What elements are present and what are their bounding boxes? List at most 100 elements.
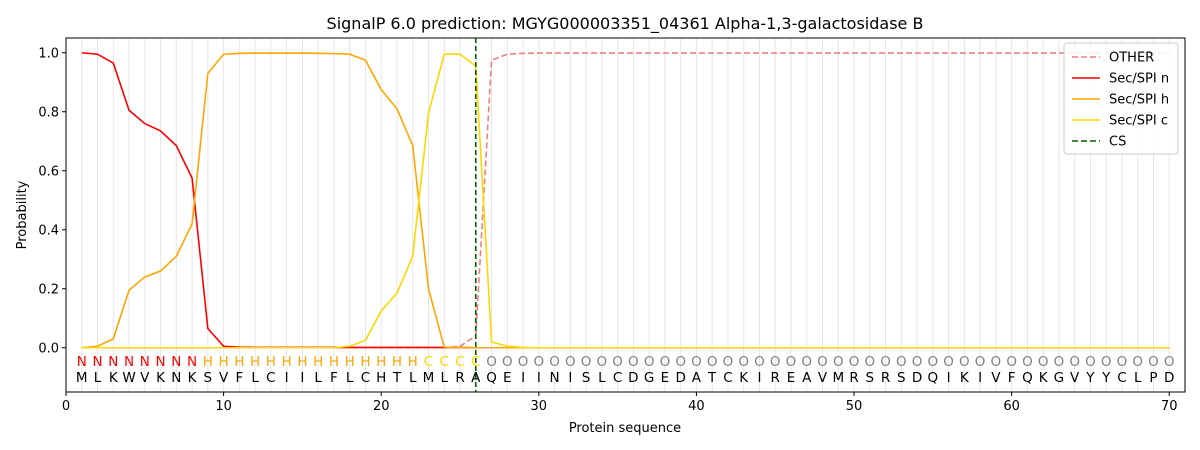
residue-label: L [314, 370, 322, 386]
legend-entry: Sec/SPI h [1109, 93, 1169, 108]
region-label: O [1132, 354, 1143, 370]
region-label: H [266, 354, 276, 370]
region-label: N [140, 354, 150, 370]
region-label: O [628, 354, 639, 370]
y-tick-label: 0.6 [38, 164, 59, 179]
y-tick-label: 1.0 [38, 46, 59, 61]
residue-label: R [771, 370, 780, 386]
legend-entry: OTHER [1109, 51, 1154, 66]
region-label: O [612, 354, 623, 370]
region-label: O [1085, 354, 1096, 370]
residue-label: D [675, 370, 685, 386]
residue-label: F [1008, 370, 1016, 386]
y-tick-label: 0.2 [38, 282, 59, 297]
region-label: O [549, 354, 560, 370]
region-label: O [1164, 354, 1175, 370]
region-label: O [991, 354, 1002, 370]
residue-label: S [897, 370, 906, 386]
legend: OTHER Sec/SPI n Sec/SPI h Sec/SPI c CS [1063, 42, 1179, 155]
residue-label: F [235, 370, 243, 386]
region-label: H [329, 354, 339, 370]
region-label: N [77, 354, 87, 370]
region-label: O [675, 354, 686, 370]
region-label: H [408, 354, 418, 370]
region-label: H [313, 354, 323, 370]
region-label: H [219, 354, 229, 370]
region-label: O [770, 354, 781, 370]
residue-label: Q [928, 370, 939, 386]
x-tick-label: 20 [373, 399, 390, 414]
region-label: N [187, 354, 197, 370]
residue-label: L [251, 370, 259, 386]
legend-box [1063, 42, 1179, 155]
residue-label: M [76, 370, 88, 386]
region-label: O [691, 354, 702, 370]
residue-label: K [156, 370, 166, 386]
region-label: O [959, 354, 970, 370]
x-tick-label: 10 [215, 399, 232, 414]
residue-label: L [409, 370, 417, 386]
residue-label: F [330, 370, 338, 386]
residue-label: I [757, 370, 761, 386]
region-label: O [1117, 354, 1128, 370]
x-axis-label: Protein sequence [569, 421, 681, 436]
region-label: O [928, 354, 939, 370]
residue-label: D [628, 370, 638, 386]
residue-label: S [204, 370, 213, 386]
residue-label: K [1039, 370, 1049, 386]
residue-label: R [455, 370, 464, 386]
residue-label: Y [1085, 370, 1095, 386]
residue-label: C [1117, 370, 1126, 386]
residue-label: I [521, 370, 525, 386]
region-label: O [723, 354, 734, 370]
region-label: O [833, 354, 844, 370]
residue-label: W [122, 370, 135, 386]
residue-label: R [881, 370, 890, 386]
region-label: O [880, 354, 891, 370]
region-label: H [297, 354, 307, 370]
x-tick-label: 0 [62, 399, 70, 414]
series-layer [81, 38, 1170, 392]
x-tick-label: 40 [688, 399, 705, 414]
legend-entry: Sec/SPI n [1109, 72, 1169, 87]
y-axis-label: Probability [15, 180, 30, 249]
residue-label: D [912, 370, 922, 386]
region-label: O [533, 354, 544, 370]
residue-label: M [423, 370, 435, 386]
region-label: O [1148, 354, 1159, 370]
residue-label: S [865, 370, 874, 386]
region-label: H [250, 354, 260, 370]
region-label: C [471, 354, 480, 370]
residue-label: L [598, 370, 606, 386]
residue-label: E [787, 370, 796, 386]
residue-label: P [1149, 370, 1157, 386]
region-label: O [597, 354, 608, 370]
residue-label: G [644, 370, 654, 386]
region-label: O [754, 354, 765, 370]
residue-label: C [361, 370, 370, 386]
region-label: H [360, 354, 370, 370]
region-label: O [786, 354, 797, 370]
region-label: O [864, 354, 875, 370]
region-label: O [707, 354, 718, 370]
x-tick-label: 70 [1161, 399, 1178, 414]
region-label: C [440, 354, 449, 370]
residue-label: K [188, 370, 198, 386]
region-label: H [282, 354, 292, 370]
region-label: O [581, 354, 592, 370]
residue-label: L [440, 370, 448, 386]
residue-label: K [960, 370, 970, 386]
legend-entry: Sec/SPI c [1109, 114, 1168, 129]
region-label: O [912, 354, 923, 370]
vertical-gridlines [81, 38, 1170, 392]
plot-frame [65, 37, 1186, 393]
region-label: O [660, 354, 671, 370]
residue-label: V [219, 370, 229, 386]
region-label: O [486, 354, 497, 370]
x-tick-label: 30 [531, 399, 548, 414]
residue-label: T [707, 370, 717, 386]
region-label: N [92, 354, 102, 370]
x-tick-label: 50 [846, 399, 863, 414]
region-label: O [502, 354, 513, 370]
